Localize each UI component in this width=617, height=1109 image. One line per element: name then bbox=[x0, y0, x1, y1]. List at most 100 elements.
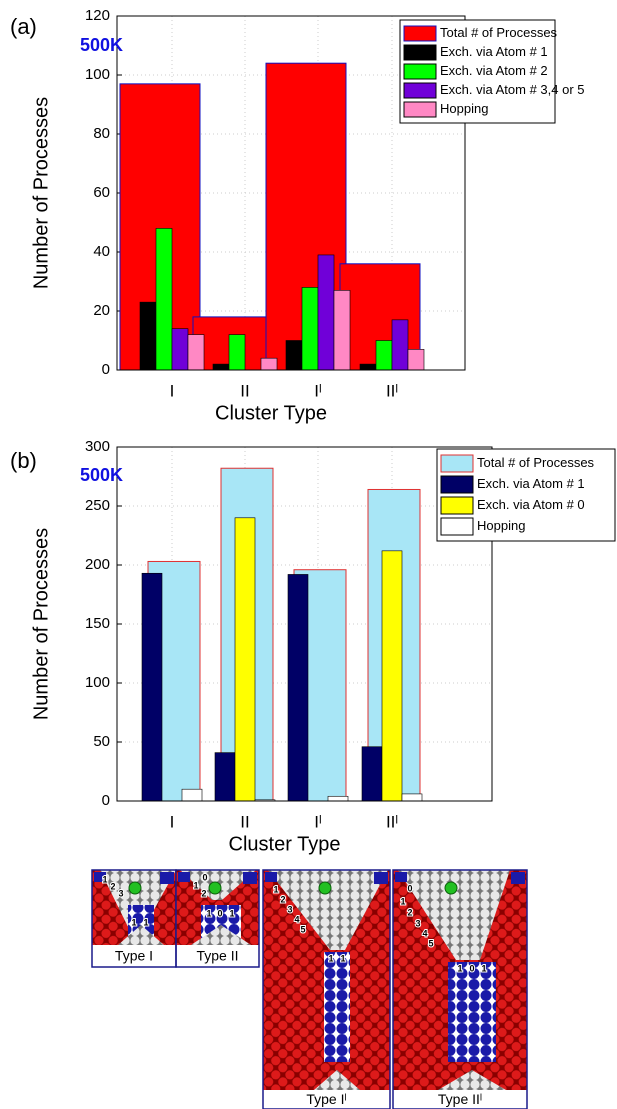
y-tick-label: 100 bbox=[85, 674, 110, 691]
y-tick-label: 200 bbox=[85, 556, 110, 573]
y-tick-label: 40 bbox=[93, 243, 110, 260]
atom-number: 2 bbox=[407, 907, 412, 917]
axes-box bbox=[116, 15, 466, 371]
legend-swatch bbox=[440, 475, 474, 494]
bar bbox=[139, 301, 157, 371]
atom-number: 2 bbox=[201, 888, 206, 898]
bar bbox=[285, 340, 303, 371]
bottom-region bbox=[118, 925, 164, 945]
x-tick-label: Iˡ bbox=[314, 812, 321, 831]
label-strip bbox=[394, 1090, 526, 1108]
atom-number: 0 bbox=[217, 908, 222, 918]
x-label: Cluster Type bbox=[215, 402, 327, 424]
panel-frame bbox=[175, 869, 260, 968]
corner-atoms bbox=[178, 872, 190, 882]
legend-label: Exch. via Atom # 1 bbox=[440, 44, 548, 59]
legend-label: Exch. via Atom # 3,4 or 5 bbox=[440, 82, 585, 97]
bottom-region bbox=[438, 1070, 506, 1090]
x-tick-label: IIˡ bbox=[386, 812, 398, 831]
x-tick-label: II bbox=[240, 812, 249, 831]
label-strip bbox=[177, 945, 258, 966]
bar bbox=[333, 290, 351, 371]
x-tick-label: I bbox=[170, 812, 175, 831]
atom-number: 3 bbox=[118, 888, 123, 898]
legend-label: Exch. via Atom # 2 bbox=[440, 63, 548, 78]
panel-label: (a) bbox=[10, 14, 37, 39]
y-tick-label: 0 bbox=[102, 792, 110, 809]
atom-number: 1 bbox=[340, 953, 345, 963]
vacancy-region bbox=[398, 870, 510, 960]
corner-atoms bbox=[374, 872, 388, 884]
annotation: 500K bbox=[80, 35, 123, 55]
atom-number: 1 bbox=[206, 908, 211, 918]
bar bbox=[301, 287, 319, 371]
adatom bbox=[444, 881, 458, 895]
bottom-region bbox=[314, 1070, 360, 1090]
adatom bbox=[128, 881, 142, 895]
legend-label: Hopping bbox=[440, 101, 488, 116]
atom-number: 1 bbox=[328, 953, 333, 963]
corner-atoms bbox=[94, 872, 106, 882]
panel-caption: Type Iˡ bbox=[306, 1091, 346, 1107]
bar bbox=[375, 340, 393, 371]
x-tick-label: I bbox=[170, 381, 175, 400]
corner-atoms bbox=[395, 872, 407, 882]
bar bbox=[391, 319, 409, 371]
vacancy-region bbox=[100, 870, 176, 935]
bar bbox=[181, 788, 203, 802]
bar bbox=[228, 334, 246, 371]
atom-number: 4 bbox=[422, 928, 427, 938]
y-tick-label: 150 bbox=[85, 615, 110, 632]
bar bbox=[401, 793, 423, 802]
legend-swatch bbox=[440, 517, 474, 536]
panel-frame bbox=[262, 869, 391, 1109]
bar bbox=[141, 572, 163, 802]
legend-swatch bbox=[403, 44, 437, 61]
atom-number: 2 bbox=[280, 894, 285, 904]
y-tick-label: 250 bbox=[85, 497, 110, 514]
annotation: 500K bbox=[80, 465, 123, 485]
bar bbox=[214, 752, 236, 802]
atom-number: 1 bbox=[457, 963, 462, 973]
vacancy-region bbox=[268, 870, 388, 950]
bar bbox=[187, 334, 205, 371]
atom-number: 0 bbox=[407, 883, 412, 893]
x-tick-label: IIˡ bbox=[386, 381, 398, 400]
panel-label: (b) bbox=[10, 448, 37, 473]
y-label: Number of Processes bbox=[30, 97, 52, 289]
panel-caption: Type II bbox=[196, 948, 238, 964]
atom-number: 0 bbox=[202, 872, 207, 882]
y-tick-label: 120 bbox=[85, 7, 110, 24]
label-strip bbox=[93, 945, 175, 966]
legend-swatch bbox=[403, 82, 437, 99]
atom-number: 1 bbox=[229, 908, 234, 918]
corner-atoms bbox=[160, 872, 174, 884]
atom-number: 1 bbox=[273, 884, 278, 894]
atom-chain bbox=[324, 952, 350, 1062]
legend-swatch bbox=[403, 63, 437, 80]
legend-label: Exch. via Atom # 0 bbox=[477, 497, 585, 512]
legend-swatch bbox=[403, 101, 437, 118]
atom-number: 5 bbox=[300, 924, 305, 934]
adatom bbox=[318, 881, 332, 895]
legend-swatch bbox=[403, 25, 437, 42]
legend-label: Hopping bbox=[477, 518, 525, 533]
bar bbox=[327, 795, 349, 802]
atom-number: 1 bbox=[400, 896, 405, 906]
atom-number: 2 bbox=[110, 881, 115, 891]
corner-atoms bbox=[511, 872, 525, 884]
axes-box bbox=[116, 446, 493, 802]
bar bbox=[171, 328, 189, 371]
bar bbox=[381, 550, 403, 802]
atom-chain bbox=[448, 962, 496, 1062]
bar bbox=[155, 228, 173, 371]
atom-number: 3 bbox=[415, 918, 420, 928]
bar bbox=[234, 517, 256, 802]
legend-label: Exch. via Atom # 1 bbox=[477, 476, 585, 491]
bar bbox=[212, 363, 230, 371]
corner-atoms bbox=[265, 872, 277, 882]
bar bbox=[407, 349, 425, 371]
panel-caption: Type IIˡ bbox=[438, 1091, 482, 1107]
atom-number: 1 bbox=[481, 963, 486, 973]
